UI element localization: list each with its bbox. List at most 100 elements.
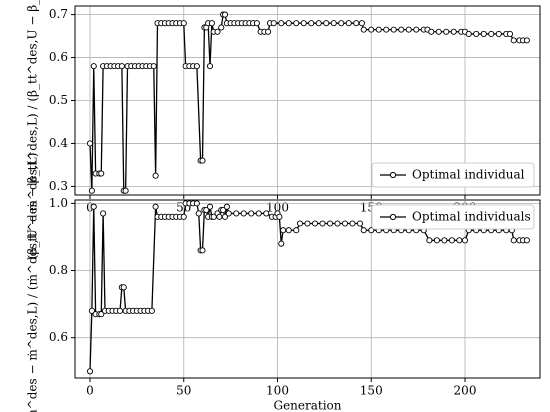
x-tick-label: 200 (454, 384, 477, 398)
data-point (180, 20, 187, 27)
x-tick-label: 150 (360, 384, 383, 398)
data-point (300, 20, 307, 27)
data-point (506, 30, 514, 37)
data-point (270, 20, 277, 27)
data-point (428, 28, 435, 35)
data-point (206, 203, 214, 210)
data-point (88, 307, 95, 314)
legend-box (371, 162, 535, 188)
plot-frame (74, 199, 541, 379)
data-point (383, 26, 390, 33)
data-point (368, 227, 375, 234)
data-point (405, 26, 412, 33)
data-point (360, 227, 367, 234)
data-point (285, 227, 292, 234)
data-point (100, 210, 107, 217)
data-point (240, 210, 247, 217)
data-point (208, 20, 215, 27)
data-point (441, 237, 448, 244)
legend-label: Optimal individuals (412, 210, 531, 224)
data-point (233, 210, 240, 217)
data-point (345, 20, 352, 27)
data-point (98, 170, 105, 177)
data-point (88, 187, 95, 194)
data-point (319, 220, 326, 227)
data-point (152, 172, 159, 179)
data-point (368, 26, 375, 33)
data-point (122, 187, 129, 194)
legend-label: Optimal individual (412, 168, 525, 182)
plot-frame (74, 5, 541, 196)
data-point (193, 200, 200, 207)
y-axis-label: (β_tt^des − β_tt^des,L) / (β_tt^des,U − … (26, 0, 40, 259)
data-point (358, 20, 365, 27)
data-point (90, 203, 97, 210)
data-point (293, 20, 300, 27)
data-point (375, 26, 382, 33)
data-point (216, 213, 223, 220)
data-point (450, 28, 457, 35)
data-point (148, 307, 155, 314)
data-point (349, 220, 356, 227)
y-tick-label: 0.6 (49, 330, 68, 344)
data-point (253, 20, 260, 27)
data-point (203, 207, 210, 214)
data-point (330, 20, 337, 27)
data-point (278, 240, 285, 247)
data-point (223, 203, 230, 210)
data-point (152, 203, 159, 210)
data-point (473, 30, 480, 37)
data-point (90, 63, 97, 70)
data-point (433, 237, 440, 244)
data-point (510, 237, 517, 244)
data-point (296, 220, 304, 227)
data-point (248, 210, 255, 217)
y-tick-label: 0.5 (49, 93, 68, 107)
data-point (221, 11, 229, 18)
data-point (218, 24, 225, 31)
data-point (461, 237, 469, 244)
x-tick-label: 0 (86, 384, 94, 398)
data-point (315, 20, 322, 27)
data-point (465, 30, 472, 37)
data-point (285, 20, 292, 27)
data-point (456, 237, 463, 244)
data-point (116, 307, 124, 314)
x-axis-label: Generation (273, 399, 341, 412)
data-point (413, 26, 420, 33)
data-point (495, 30, 502, 37)
data-point (448, 237, 455, 244)
data-point (360, 26, 367, 33)
data-point (488, 30, 495, 37)
y-tick-label: 0.4 (49, 136, 68, 150)
data-point (523, 37, 530, 44)
data-point (323, 20, 330, 27)
data-point (199, 157, 206, 164)
legend-marker (389, 171, 397, 179)
data-point (278, 20, 285, 27)
data-point (98, 311, 105, 318)
data-point (118, 63, 125, 70)
data-point (214, 28, 221, 35)
y-tick-label: 0.7 (49, 7, 68, 21)
x-tick-label: 100 (266, 384, 289, 398)
data-point (426, 237, 433, 244)
data-point (353, 20, 360, 27)
data-point (195, 210, 202, 217)
data-point (304, 220, 311, 227)
y-tick-label: 0.8 (49, 263, 68, 277)
data-point (435, 28, 442, 35)
data-point (263, 210, 270, 217)
y-axis-label: (ṁ^des − ṁ^des,L) / (ṁ^des,U − ṁ^des,L) (26, 153, 40, 412)
data-point (480, 30, 487, 37)
data-point (86, 140, 94, 147)
data-point (220, 207, 227, 214)
data-point (398, 26, 405, 33)
data-point (199, 247, 206, 254)
data-point (276, 213, 283, 220)
data-point (510, 37, 517, 44)
data-point (443, 28, 450, 35)
data-point (334, 220, 341, 227)
